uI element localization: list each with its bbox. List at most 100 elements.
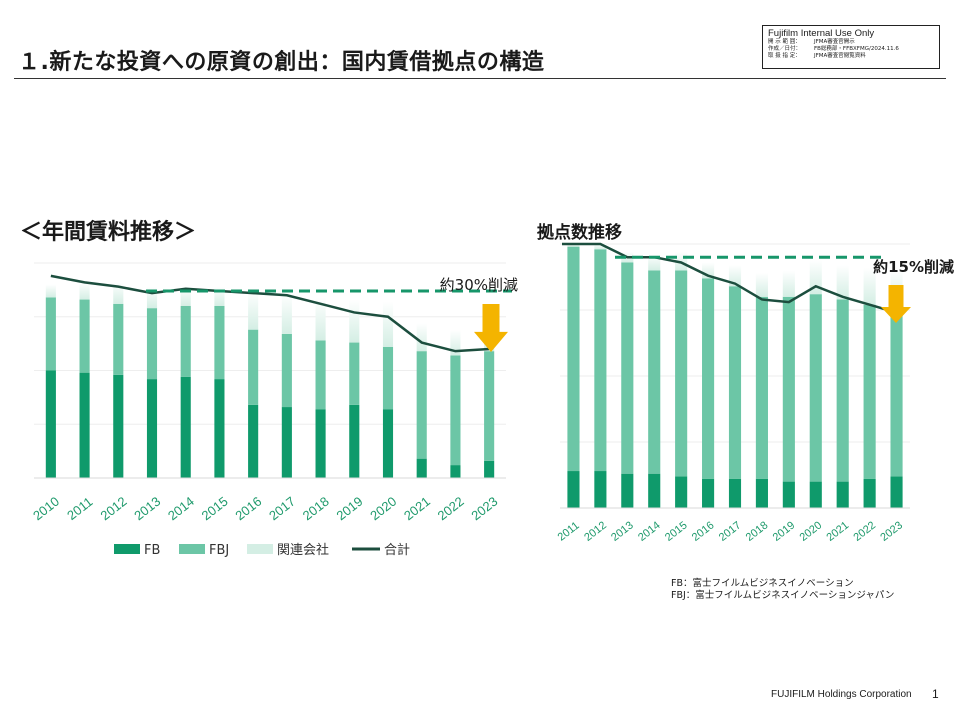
stamp-row-label: 作成／日付： bbox=[768, 46, 802, 52]
bar-fb bbox=[702, 478, 715, 508]
bar-affiliates bbox=[755, 273, 768, 297]
bar-fbj bbox=[675, 270, 688, 477]
bar-fb bbox=[567, 471, 580, 508]
legend-swatch bbox=[179, 544, 205, 554]
bar-fbj bbox=[214, 306, 225, 380]
bar-affiliates bbox=[281, 293, 292, 334]
bar-affiliates bbox=[728, 265, 742, 287]
total-line bbox=[50, 274, 490, 353]
bar-affiliates bbox=[349, 299, 360, 343]
bar-affiliates bbox=[146, 286, 158, 309]
note-fb: FB：富士フイルムビジネスイノベーション bbox=[671, 578, 854, 589]
bar-fbj bbox=[863, 304, 876, 479]
reduction-arrow-icon bbox=[474, 304, 508, 352]
legend-label: FBJ bbox=[209, 543, 229, 558]
bar-fbj bbox=[315, 340, 326, 410]
x-tick-label: 2011 bbox=[64, 494, 95, 523]
stamp-row: 取 扱 指 定： JFMA審査官閲覧資料 bbox=[768, 53, 934, 60]
bar-fbj bbox=[728, 286, 742, 479]
bar-fb bbox=[782, 481, 795, 508]
bar-fb bbox=[728, 478, 742, 508]
x-tick-label: 2018 bbox=[300, 494, 332, 524]
page-title: １.新たな投資への原資の創出：国内賃借拠点の構造 bbox=[18, 50, 545, 75]
bar-affiliates bbox=[809, 259, 822, 295]
bar-affiliates bbox=[450, 329, 461, 356]
sites-chart-title: 拠点数推移 bbox=[537, 223, 622, 243]
x-tick-label: 2016 bbox=[232, 494, 264, 524]
note-fbj: FBJ：富士フイルムビジネスイノベーションジャパン bbox=[671, 590, 895, 601]
title-divider bbox=[14, 78, 946, 79]
bar-fb bbox=[315, 409, 326, 478]
reduction-annotation: 約15%削減 bbox=[873, 258, 954, 276]
x-tick-label: 2012 bbox=[98, 494, 130, 524]
x-tick-label: 2020 bbox=[798, 519, 825, 544]
classification-stamp: Fujifilm Internal Use Only 開 示 範 囲： JFMA… bbox=[762, 25, 940, 69]
bar-fb bbox=[755, 478, 768, 508]
bar-fbj bbox=[890, 304, 903, 477]
reduction-annotation: 約30%削減 bbox=[440, 276, 518, 294]
bar-fbj bbox=[180, 306, 191, 377]
bar-affiliates bbox=[836, 265, 849, 300]
bar-fb bbox=[594, 471, 607, 508]
x-tick-label: 2013 bbox=[609, 519, 636, 544]
bar-affiliates bbox=[79, 282, 90, 300]
bar-fbj bbox=[146, 308, 158, 380]
x-tick-label: 2018 bbox=[744, 519, 771, 544]
bar-fbj bbox=[79, 299, 90, 373]
x-tick-label: 2022 bbox=[435, 494, 467, 524]
bar-affiliates bbox=[594, 244, 607, 250]
bar-fb bbox=[79, 372, 90, 478]
x-tick-label: 2012 bbox=[582, 519, 609, 544]
rent-chart-title: ＜年間賃料推移＞ bbox=[20, 220, 197, 245]
bar-fb bbox=[675, 476, 688, 508]
bar-fb bbox=[450, 465, 461, 478]
bar-fbj bbox=[382, 346, 394, 410]
x-tick-label: 2023 bbox=[878, 519, 905, 544]
bar-fb bbox=[416, 458, 427, 478]
bar-fbj bbox=[113, 303, 124, 375]
x-tick-label: 2015 bbox=[199, 494, 231, 524]
bar-fb bbox=[248, 404, 259, 478]
bar-fb bbox=[648, 473, 661, 508]
bar-fb bbox=[214, 379, 225, 478]
bar-fbj bbox=[567, 246, 580, 472]
x-tick-label: 2021 bbox=[401, 494, 433, 524]
bar-fbj bbox=[484, 351, 495, 461]
bar-affiliates bbox=[863, 267, 876, 305]
bar-affiliates bbox=[382, 301, 394, 347]
bar-fbj bbox=[702, 278, 715, 479]
legend-label: FB bbox=[144, 543, 160, 558]
bar-affiliates bbox=[45, 284, 56, 298]
bar-affiliates bbox=[567, 244, 580, 247]
x-tick-label: 2013 bbox=[131, 494, 163, 524]
bar-affiliates bbox=[782, 270, 795, 297]
bar-fb bbox=[146, 379, 158, 478]
x-tick-label: 2019 bbox=[334, 494, 366, 524]
bar-fb bbox=[45, 370, 56, 478]
x-tick-label: 2023 bbox=[468, 494, 500, 524]
bar-fbj bbox=[45, 297, 56, 371]
stamp-row-value: JFMA審査官閲覧資料 bbox=[814, 53, 866, 59]
bar-fbj bbox=[648, 270, 661, 474]
bar-fb bbox=[836, 481, 849, 508]
bar-fb bbox=[349, 404, 360, 478]
bar-fbj bbox=[349, 342, 360, 405]
stamp-row-value: JFMA審査官開示 bbox=[814, 39, 855, 45]
x-tick-label: 2016 bbox=[690, 519, 717, 544]
x-tick-label: 2014 bbox=[165, 494, 197, 524]
bar-fb bbox=[484, 460, 495, 478]
bar-fbj bbox=[836, 299, 849, 482]
bar-affiliates bbox=[315, 297, 326, 341]
bar-affiliates bbox=[214, 286, 225, 306]
bar-fb bbox=[180, 376, 191, 478]
bar-fbj bbox=[755, 296, 768, 479]
notes: FB：富士フイルムビジネスイノベーション FBJ：富士フイルムビジネスイノベーシ… bbox=[671, 578, 894, 602]
x-tick-label: 2020 bbox=[367, 494, 399, 524]
bar-fb bbox=[113, 374, 124, 478]
stamp-row: 開 示 範 囲： JFMA審査官開示 bbox=[768, 39, 934, 46]
bar-affiliates bbox=[416, 323, 427, 352]
bar-fbj bbox=[450, 355, 461, 466]
stamp-row-label: 取 扱 指 定： bbox=[768, 53, 801, 59]
bar-fbj bbox=[248, 329, 259, 405]
